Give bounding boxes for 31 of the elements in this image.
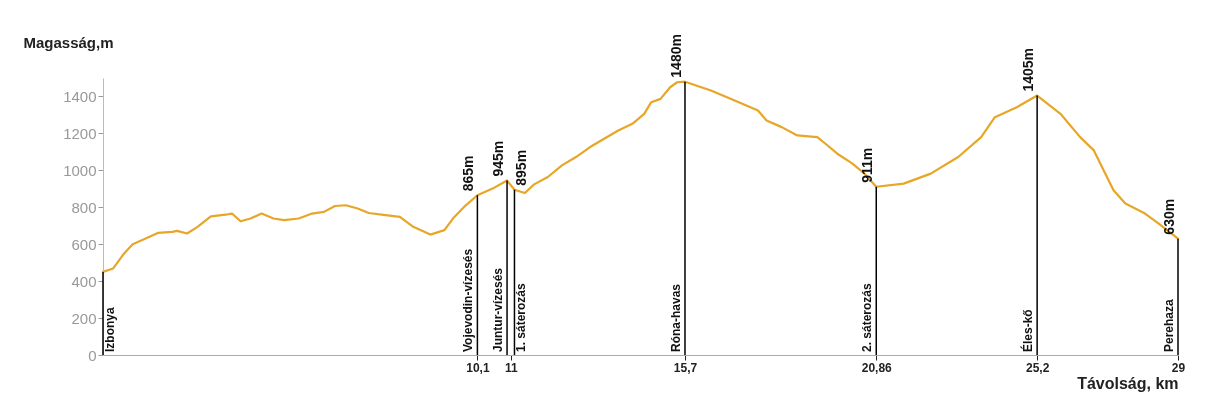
ref-line-label: Éles-kő	[1020, 309, 1036, 352]
y-tick-label: 600	[71, 235, 97, 253]
y-tick-label: 0	[88, 346, 97, 364]
annotation: 1480m	[667, 34, 684, 78]
ref-line-label: Vojevodin-vízesés	[461, 248, 476, 352]
ref-line-label: 1. sáterozás	[514, 282, 529, 352]
y-tick-label: 1000	[63, 161, 97, 179]
ref-line-label: Perehaza	[1162, 298, 1176, 352]
y-axis-title: Magasság,m	[23, 33, 114, 51]
y-tick-label: 1200	[63, 124, 97, 142]
x-tick-label: 11	[504, 360, 518, 375]
annotation: 911m	[859, 147, 876, 183]
y-tick-label: 400	[71, 272, 97, 290]
x-tick-label: 20,86	[861, 360, 893, 375]
ref-line-label: Juntur-vízesés	[491, 267, 506, 352]
ref-line-label: 2. sáterozás	[860, 282, 875, 352]
annotation: 865m	[460, 155, 477, 192]
annotation: 1405m	[1020, 47, 1037, 92]
ref-line-label: Róna-havas	[668, 283, 683, 352]
y-tick-label: 1400	[63, 87, 97, 105]
x-tick-label: 25,2	[1025, 360, 1050, 375]
x-tick-label: 15,7	[673, 360, 698, 375]
x-tick-label: 10,1	[466, 360, 490, 375]
y-tick-label: 800	[71, 198, 97, 216]
y-tick-label: 200	[71, 309, 97, 327]
annotation: 895m	[513, 149, 530, 186]
ref-line-label: Izbonya	[103, 307, 117, 352]
annotation: 945m	[490, 140, 507, 177]
x-axis-title: Távolság, km	[1077, 374, 1179, 392]
annotation: 630m	[1161, 198, 1177, 235]
x-tick-label: 29	[1171, 360, 1186, 375]
